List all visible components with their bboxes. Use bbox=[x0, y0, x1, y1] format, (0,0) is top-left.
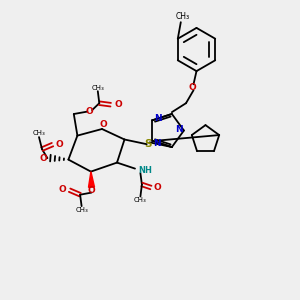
Text: CH₃: CH₃ bbox=[92, 85, 104, 91]
Text: O: O bbox=[85, 106, 93, 116]
Text: O: O bbox=[114, 100, 122, 109]
Text: N: N bbox=[153, 139, 161, 148]
Text: O: O bbox=[39, 154, 47, 163]
Polygon shape bbox=[88, 172, 94, 187]
Text: O: O bbox=[189, 83, 196, 92]
Text: N: N bbox=[175, 124, 182, 134]
Text: S: S bbox=[145, 139, 152, 148]
Text: N: N bbox=[154, 114, 162, 123]
Text: CH₃: CH₃ bbox=[134, 197, 147, 203]
Text: CH₃: CH₃ bbox=[75, 207, 88, 213]
Text: O: O bbox=[88, 186, 95, 195]
Text: O: O bbox=[58, 185, 66, 194]
Text: O: O bbox=[56, 140, 64, 149]
Text: O: O bbox=[99, 120, 107, 129]
Text: NH: NH bbox=[138, 166, 152, 175]
Text: O: O bbox=[154, 183, 162, 192]
Text: CH₃: CH₃ bbox=[175, 12, 189, 21]
Text: CH₃: CH₃ bbox=[33, 130, 45, 136]
